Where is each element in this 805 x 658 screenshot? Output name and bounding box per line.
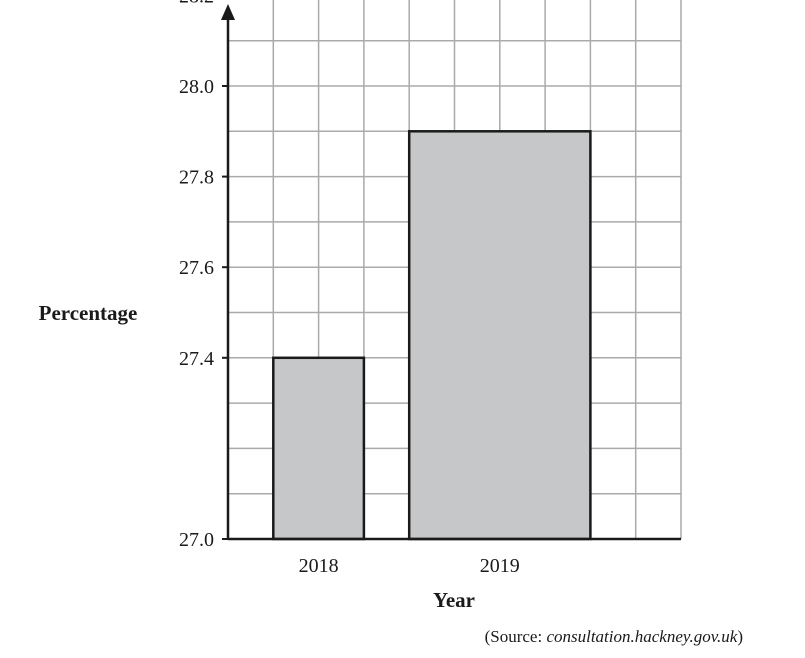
y-tick-label: 27.0 <box>179 529 214 551</box>
x-tick-label: 2019 <box>480 555 520 577</box>
bar-2019 <box>407 130 592 541</box>
y-axis-label: Percentage <box>39 301 138 325</box>
y-tick-label: 28.0 <box>179 76 214 98</box>
x-axis-label: Year <box>433 588 475 612</box>
bars <box>272 130 592 541</box>
y-tick-label: 28.2 <box>179 0 214 7</box>
x-tick-label: 2018 <box>299 555 339 577</box>
y-axis-arrow-icon <box>221 4 235 20</box>
axes <box>221 4 681 541</box>
y-tick-label: 27.6 <box>179 257 214 279</box>
x-tick-labels: 2018 2019 <box>299 555 520 577</box>
source-note: (Source: consultation.hackney.gov.uk) <box>485 627 743 646</box>
y-tick-labels: 27.0 27.4 27.6 27.8 28.0 28.2 <box>179 0 228 551</box>
y-tick-label: 27.8 <box>179 167 214 189</box>
y-tick-label: 27.4 <box>179 348 214 370</box>
bar-2018 <box>272 356 366 541</box>
